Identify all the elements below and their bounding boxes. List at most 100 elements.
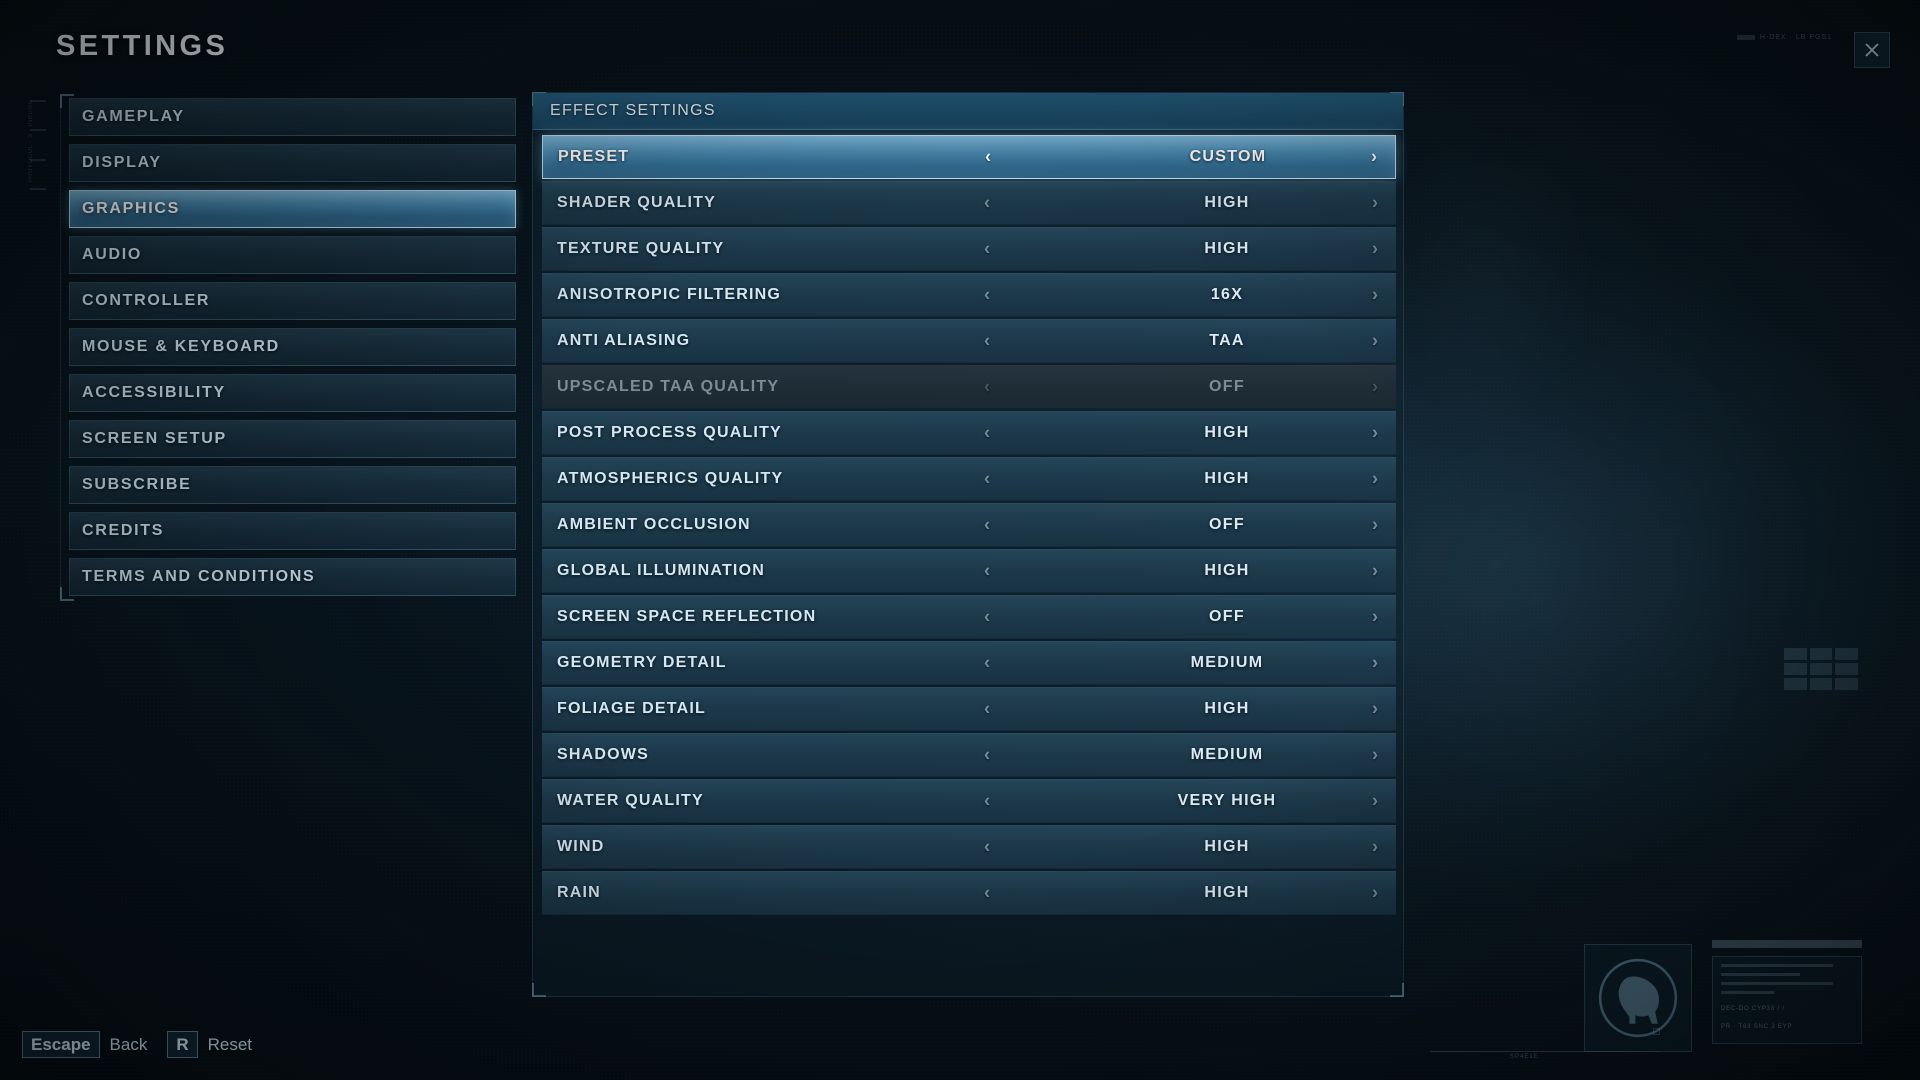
effect-settings-panel: EFFECT SETTINGS PRESET ‹ CUSTOM › SHADER QUA… bbox=[532, 92, 1404, 997]
chevron-left-icon[interactable]: ‹ bbox=[984, 560, 990, 581]
chevron-right-icon[interactable]: › bbox=[1371, 146, 1377, 167]
chevron-right-icon[interactable]: › bbox=[1372, 468, 1378, 489]
chevron-right-icon[interactable]: › bbox=[1372, 744, 1378, 765]
chevron-right-icon[interactable]: › bbox=[1372, 790, 1378, 811]
setting-row-post-process-quality[interactable]: POST PROCESS QUALITY ‹ HIGH › bbox=[542, 411, 1396, 455]
setting-label: WIND bbox=[557, 838, 605, 855]
setting-value: HIGH bbox=[1204, 838, 1250, 855]
setting-value: OFF bbox=[1209, 516, 1245, 533]
chevron-left-icon[interactable]: ‹ bbox=[984, 790, 990, 811]
chevron-left-icon[interactable]: ‹ bbox=[984, 238, 990, 259]
chevron-left-icon[interactable]: ‹ bbox=[984, 468, 990, 489]
chip-bar-icon bbox=[1736, 35, 1755, 40]
chevron-right-icon[interactable]: › bbox=[1372, 836, 1378, 857]
setting-label: GEOMETRY DETAIL bbox=[557, 654, 727, 671]
setting-row-geometry-detail[interactable]: GEOMETRY DETAIL ‹ MEDIUM › bbox=[542, 641, 1396, 685]
sidebar-item-gameplay[interactable]: GAMEPLAY bbox=[69, 98, 516, 136]
chevron-right-icon[interactable]: › bbox=[1372, 330, 1378, 351]
panel-corner-bottom-left bbox=[532, 983, 546, 997]
hud-line-4 bbox=[1721, 991, 1774, 994]
setting-row-preset[interactable]: PRESET ‹ CUSTOM › bbox=[542, 135, 1396, 179]
hud-line-1 bbox=[1721, 964, 1834, 967]
sidebar-item-audio[interactable]: AUDIO bbox=[69, 236, 516, 274]
chevron-right-icon[interactable]: › bbox=[1372, 514, 1378, 535]
chevron-right-icon[interactable]: › bbox=[1372, 560, 1378, 581]
setting-label: ANISOTROPIC FILTERING bbox=[557, 286, 782, 303]
chevron-left-icon[interactable]: ‹ bbox=[984, 284, 990, 305]
setting-row-rain[interactable]: RAIN ‹ HIGH › bbox=[542, 871, 1396, 915]
setting-label: WATER QUALITY bbox=[557, 792, 704, 809]
setting-value: HIGH bbox=[1204, 562, 1250, 579]
setting-row-wind[interactable]: WIND ‹ HIGH › bbox=[542, 825, 1396, 869]
setting-value: MEDIUM bbox=[1190, 654, 1264, 671]
chevron-right-icon[interactable]: › bbox=[1372, 238, 1378, 259]
chevron-right-icon[interactable]: › bbox=[1372, 284, 1378, 305]
setting-row-shader-quality[interactable]: SHADER QUALITY ‹ HIGH › bbox=[542, 181, 1396, 225]
setting-value: OFF bbox=[1209, 608, 1245, 625]
chevron-left-icon[interactable]: ‹ bbox=[984, 422, 990, 443]
sidebar-item-graphics[interactable]: GRAPHICS bbox=[69, 190, 516, 228]
sidebar-item-label: MOUSE & KEYBOARD bbox=[82, 338, 280, 355]
chevron-left-icon[interactable]: ‹ bbox=[984, 514, 990, 535]
setting-row-texture-quality[interactable]: TEXTURE QUALITY ‹ HIGH › bbox=[542, 227, 1396, 271]
sidebar-item-subscribe[interactable]: SUBSCRIBE bbox=[69, 466, 516, 504]
sidebar-item-label: AUDIO bbox=[82, 246, 143, 263]
escape-key-badge[interactable]: Escape bbox=[22, 1031, 100, 1058]
setting-value: HIGH bbox=[1204, 194, 1250, 211]
setting-row-ambient-occlusion[interactable]: AMBIENT OCCLUSION ‹ OFF › bbox=[542, 503, 1396, 547]
reset-hint-label: Reset bbox=[207, 1034, 253, 1054]
sidebar-gutter-label: PROTOCOL · 3 · INBDNE bbox=[28, 100, 34, 183]
chevron-left-icon[interactable]: ‹ bbox=[984, 192, 990, 213]
setting-row-atmospherics-quality[interactable]: ATMOSPHERICS QUALITY ‹ HIGH › bbox=[542, 457, 1396, 501]
setting-value: HIGH bbox=[1204, 700, 1250, 717]
setting-row-upscaled-taa-quality: UPSCALED TAA QUALITY ‹ OFF › bbox=[542, 365, 1396, 409]
setting-row-shadows[interactable]: SHADOWS ‹ MEDIUM › bbox=[542, 733, 1396, 777]
chevron-right-icon[interactable]: › bbox=[1372, 652, 1378, 673]
chevron-left-icon[interactable]: ‹ bbox=[985, 146, 991, 167]
chevron-right-icon[interactable]: › bbox=[1372, 192, 1378, 213]
chevron-left-icon[interactable]: ‹ bbox=[984, 652, 990, 673]
hud-code-row: DEC-DO CYP33 / / bbox=[1721, 1006, 1853, 1012]
setting-row-anisotropic-filtering[interactable]: ANISOTROPIC FILTERING ‹ 16X › bbox=[542, 273, 1396, 317]
chevron-left-icon: ‹ bbox=[984, 376, 990, 397]
chevron-left-icon[interactable]: ‹ bbox=[984, 698, 990, 719]
setting-row-anti-aliasing[interactable]: ANTI ALIASING ‹ TAA › bbox=[542, 319, 1396, 363]
sidebar-item-credits[interactable]: CREDITS bbox=[69, 512, 516, 550]
sidebar-item-mouse-keyboard[interactable]: MOUSE & KEYBOARD bbox=[69, 328, 516, 366]
chevron-left-icon[interactable]: ‹ bbox=[984, 744, 990, 765]
chevron-left-icon[interactable]: ‹ bbox=[984, 882, 990, 903]
panel-header-title: EFFECT SETTINGS bbox=[550, 102, 716, 119]
chevron-left-icon[interactable]: ‹ bbox=[984, 836, 990, 857]
chevron-left-icon[interactable]: ‹ bbox=[984, 330, 990, 351]
setting-row-global-illumination[interactable]: GLOBAL ILLUMINATION ‹ HIGH › bbox=[542, 549, 1396, 593]
sidebar-item-display[interactable]: DISPLAY bbox=[69, 144, 516, 182]
hud-line-2 bbox=[1721, 973, 1801, 976]
chevron-right-icon[interactable]: › bbox=[1372, 698, 1378, 719]
chevron-left-icon[interactable]: ‹ bbox=[984, 606, 990, 627]
panel-header: EFFECT SETTINGS bbox=[533, 93, 1403, 130]
setting-row-foliage-detail[interactable]: FOLIAGE DETAIL ‹ HIGH › bbox=[542, 687, 1396, 731]
setting-value: HIGH bbox=[1204, 470, 1250, 487]
setting-row-screen-space-reflection[interactable]: SCREEN SPACE REFLECTION ‹ OFF › bbox=[542, 595, 1396, 639]
sidebar-item-label: SCREEN SETUP bbox=[82, 430, 227, 447]
setting-label: POST PROCESS QUALITY bbox=[557, 424, 782, 441]
sidebar-item-accessibility[interactable]: ACCESSIBILITY bbox=[69, 374, 516, 412]
close-icon bbox=[1865, 43, 1879, 57]
sidebar-item-screen-setup[interactable]: SCREEN SETUP bbox=[69, 420, 516, 458]
chevron-right-icon[interactable]: › bbox=[1372, 882, 1378, 903]
sidebar-item-label: ACCESSIBILITY bbox=[82, 384, 226, 401]
setting-row-water-quality[interactable]: WATER QUALITY ‹ VERY HIGH › bbox=[542, 779, 1396, 823]
sidebar-item-terms-and-conditions[interactable]: TERMS AND CONDITIONS bbox=[69, 558, 516, 596]
sidebar-item-label: SUBSCRIBE bbox=[82, 476, 192, 493]
page-title: SETTINGS bbox=[56, 30, 229, 62]
top-right-chip: H-DEX · LB PGS1 bbox=[1736, 34, 1832, 41]
chevron-right-icon[interactable]: › bbox=[1372, 606, 1378, 627]
sidebar-item-label: DISPLAY bbox=[82, 154, 162, 171]
sidebar-item-controller[interactable]: CONTROLLER bbox=[69, 282, 516, 320]
chevron-right-icon[interactable]: › bbox=[1372, 422, 1378, 443]
r-key-badge[interactable]: R bbox=[167, 1031, 198, 1058]
sidebar-item-list: GAMEPLAY DISPLAY GRAPHICS AUDIO CONTROLLER MO… bbox=[69, 98, 516, 604]
setting-value: TAA bbox=[1209, 332, 1245, 349]
close-button[interactable] bbox=[1854, 32, 1890, 68]
